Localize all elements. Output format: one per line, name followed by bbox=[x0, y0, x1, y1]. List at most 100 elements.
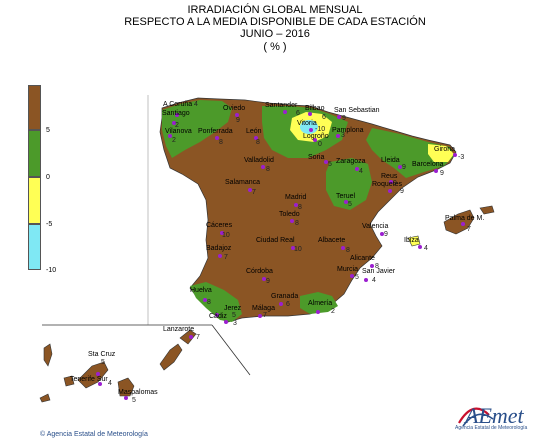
station-value: 7 bbox=[252, 189, 256, 196]
station-value: 5 bbox=[328, 161, 332, 168]
station-value: 8 bbox=[295, 220, 299, 227]
station-name: Ciudad Real bbox=[256, 237, 295, 244]
region-green-teruel bbox=[326, 158, 372, 210]
station-dot[interactable] bbox=[248, 188, 252, 192]
station-dot[interactable] bbox=[224, 320, 228, 324]
station-name: Maspalomas bbox=[118, 389, 158, 396]
station-name: Barcelona bbox=[412, 161, 444, 168]
station-dot[interactable] bbox=[370, 264, 374, 268]
station-value: 9 bbox=[402, 164, 406, 171]
station-dot[interactable] bbox=[398, 165, 402, 169]
station-dot[interactable] bbox=[283, 110, 287, 114]
station-dot[interactable] bbox=[308, 112, 312, 116]
station-value: 9 bbox=[400, 188, 404, 195]
station-dot[interactable] bbox=[324, 160, 328, 164]
region-green-northwest bbox=[162, 100, 232, 158]
station-value: 10 bbox=[222, 232, 230, 239]
station-dot[interactable] bbox=[388, 189, 392, 193]
station-dot[interactable] bbox=[261, 165, 265, 169]
station-dot[interactable] bbox=[98, 382, 102, 386]
station-dot[interactable] bbox=[124, 396, 128, 400]
station-dot[interactable] bbox=[168, 134, 172, 138]
station-dot[interactable] bbox=[279, 302, 283, 306]
station-name: Valladolid bbox=[244, 157, 274, 164]
station-dot[interactable] bbox=[344, 200, 348, 204]
station-dot[interactable] bbox=[337, 115, 341, 119]
station-dot[interactable] bbox=[350, 274, 354, 278]
station-value: 2 bbox=[331, 308, 335, 315]
station-name: Zaragoza bbox=[336, 158, 366, 165]
canary-la-palma bbox=[43, 343, 53, 367]
station-name: Cádiz bbox=[209, 313, 227, 320]
station-value: 3 bbox=[341, 132, 345, 139]
station-value: 4 bbox=[372, 277, 376, 284]
station-value: 6 bbox=[322, 114, 326, 121]
station-dot[interactable] bbox=[291, 246, 295, 250]
station-dot[interactable] bbox=[461, 222, 465, 226]
station-value: 6 bbox=[286, 301, 290, 308]
station-value: 9 bbox=[393, 180, 397, 187]
canary-tenerife bbox=[77, 361, 109, 389]
station-dot[interactable] bbox=[290, 219, 294, 223]
station-dot[interactable] bbox=[189, 335, 193, 339]
station-name: Teruel bbox=[336, 193, 356, 200]
station-dot[interactable] bbox=[203, 298, 207, 302]
station-dot[interactable] bbox=[389, 180, 393, 184]
station-name: Ibiza bbox=[404, 237, 419, 244]
station-name: Palma de M. bbox=[445, 215, 485, 222]
station-name: Girona bbox=[434, 146, 456, 153]
station-dot[interactable] bbox=[336, 134, 340, 138]
station-name: Ponferrada bbox=[198, 128, 233, 135]
station-value: 5 bbox=[101, 359, 105, 366]
station-dot[interactable] bbox=[418, 245, 422, 249]
region-green-northeast bbox=[366, 128, 454, 178]
station-name: Soria bbox=[308, 154, 325, 161]
station-name: Reus bbox=[381, 173, 398, 180]
station-dot[interactable] bbox=[220, 231, 224, 235]
station-dot[interactable] bbox=[218, 254, 222, 258]
station-value: 7 bbox=[263, 312, 267, 319]
station-value: 4 bbox=[359, 168, 363, 175]
station-dot[interactable] bbox=[309, 128, 313, 132]
station-dot[interactable] bbox=[254, 136, 258, 140]
ibiza-island bbox=[407, 235, 421, 247]
station-name: Santiago bbox=[162, 110, 190, 117]
station-dot[interactable] bbox=[453, 153, 457, 157]
station-dot[interactable] bbox=[172, 121, 176, 125]
station-dot[interactable] bbox=[235, 113, 239, 117]
station-dot[interactable] bbox=[313, 138, 317, 142]
menorca-island bbox=[479, 205, 495, 215]
station-dot[interactable] bbox=[175, 113, 179, 117]
station-value: 7 bbox=[224, 254, 228, 261]
station-dot[interactable] bbox=[355, 167, 359, 171]
canary-el-hierro bbox=[39, 393, 51, 403]
station-dot[interactable] bbox=[96, 372, 100, 376]
station-name: Vilanova bbox=[165, 128, 192, 135]
canary-lanzarote bbox=[179, 329, 197, 345]
title-line-3: JUNIO – 2016 bbox=[240, 28, 310, 40]
station-dot[interactable] bbox=[380, 232, 384, 236]
station-dot[interactable] bbox=[215, 313, 219, 317]
station-value: 8 bbox=[346, 247, 350, 254]
station-value: 8 bbox=[219, 139, 223, 146]
station-dot[interactable] bbox=[294, 203, 298, 207]
station-dot[interactable] bbox=[316, 310, 320, 314]
station-name: Murcia bbox=[337, 266, 359, 273]
station-name: Logroño bbox=[303, 133, 329, 140]
legend-swatch-0-to-5 bbox=[28, 130, 41, 177]
station-value: 9 bbox=[236, 117, 240, 124]
station-dot[interactable] bbox=[215, 136, 219, 140]
station-dot[interactable] bbox=[262, 277, 266, 281]
station-name: Huelva bbox=[190, 287, 212, 294]
station-value: 0 bbox=[318, 141, 322, 148]
station-name: Cáceres bbox=[206, 222, 233, 229]
station-name: A Coruña bbox=[163, 101, 193, 108]
station-name: Almería bbox=[308, 300, 333, 307]
station-name: San Sebastian bbox=[334, 107, 380, 114]
station-dot[interactable] bbox=[364, 278, 368, 282]
station-dot[interactable] bbox=[341, 246, 345, 250]
station-dot[interactable] bbox=[258, 314, 262, 318]
canary-gran-canaria bbox=[117, 377, 135, 397]
station-dot[interactable] bbox=[434, 169, 438, 173]
